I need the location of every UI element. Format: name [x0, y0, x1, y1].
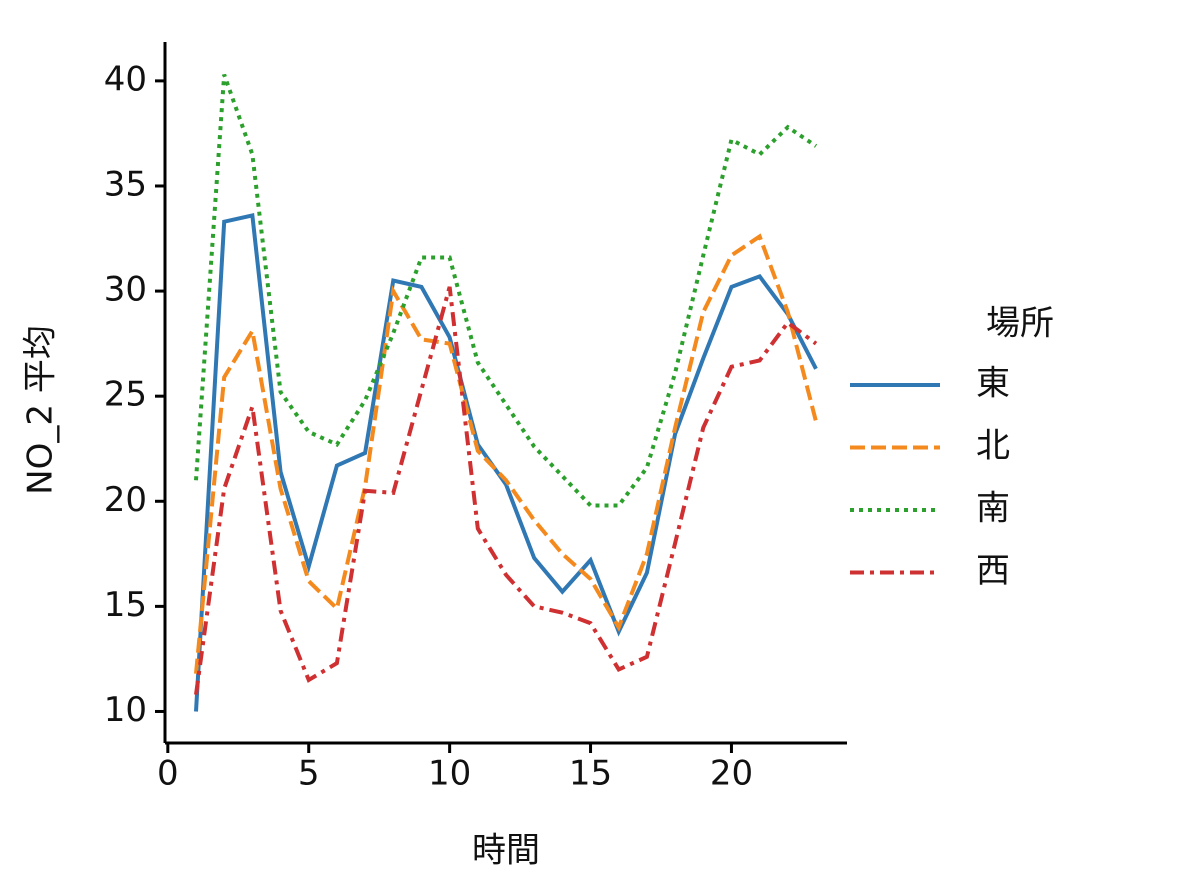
y-tick-label: 40 — [104, 59, 147, 99]
legend-label: 南 — [976, 489, 1010, 529]
y-tick-label: 30 — [104, 270, 147, 310]
y-tick-label: 15 — [104, 585, 147, 625]
y-tick-label: 25 — [104, 375, 147, 415]
x-tick-label: 15 — [569, 754, 612, 794]
series-line — [194, 73, 818, 508]
series-line — [194, 286, 818, 695]
series-line — [194, 212, 818, 712]
y-tick-label: 10 — [104, 690, 147, 730]
legend-label: 北 — [976, 426, 1010, 466]
x-tick-label: 20 — [710, 754, 753, 794]
legend-label: 西 — [976, 551, 1010, 591]
series-line — [194, 233, 818, 674]
x-tick-label: 5 — [298, 754, 320, 794]
y-tick-label: 20 — [104, 480, 147, 520]
x-tick-label: 10 — [428, 754, 471, 794]
legend-label: 東 — [976, 364, 1010, 404]
y-axis-label: NO_2 平均 — [21, 325, 61, 495]
x-axis-label: 時間 — [472, 831, 540, 871]
x-tick-label: 0 — [157, 754, 179, 794]
legend-title: 場所 — [986, 304, 1054, 344]
y-tick-label: 35 — [104, 164, 147, 204]
